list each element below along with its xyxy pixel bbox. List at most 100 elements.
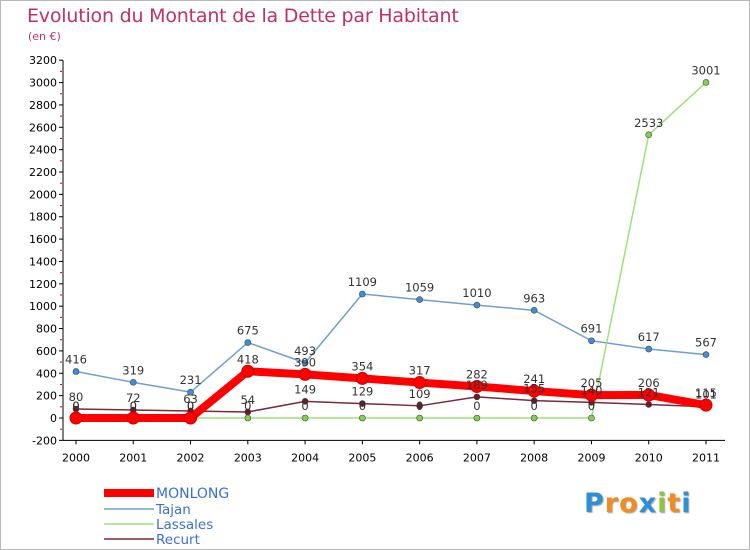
data-label: 0	[531, 399, 538, 413]
chart-title: Evolution du Montant de la Dette par Hab…	[27, 5, 459, 27]
data-label: 0	[187, 399, 194, 413]
data-label: 206	[638, 376, 660, 390]
data-label: 354	[351, 359, 373, 373]
data-label: 390	[294, 355, 316, 369]
data-point	[69, 411, 83, 425]
legend-item: Recurt	[104, 532, 200, 548]
data-point	[359, 290, 366, 298]
x-tick-label: 2001	[119, 451, 147, 464]
data-point	[355, 371, 369, 385]
data-label: 140	[580, 383, 602, 397]
x-tick-label: 2003	[234, 451, 262, 464]
data-point	[359, 414, 366, 422]
series-monlong	[69, 364, 713, 425]
logo-letter: t	[667, 488, 682, 519]
data-point	[301, 359, 309, 367]
data-point	[702, 351, 710, 358]
data-label: 493	[294, 344, 316, 358]
x-tick-label: 2004	[291, 451, 319, 464]
data-label: 115	[695, 386, 717, 400]
data-point	[413, 376, 427, 390]
data-point	[645, 131, 653, 139]
data-point	[645, 401, 653, 408]
data-point	[298, 367, 312, 381]
data-label: 317	[409, 364, 431, 378]
series-line	[75, 396, 707, 413]
data-point	[702, 79, 710, 86]
data-point	[416, 414, 423, 422]
data-point	[527, 384, 541, 398]
data-label: 121	[638, 385, 660, 399]
data-label: 0	[588, 399, 595, 413]
x-tick-label: 2009	[577, 451, 605, 464]
logo-letter: o	[619, 488, 639, 519]
series-layer	[69, 79, 713, 425]
data-point	[588, 414, 595, 422]
data-point	[416, 296, 423, 303]
data-point	[126, 411, 140, 425]
logo-letter: i	[681, 488, 692, 519]
data-label: 155	[523, 382, 545, 396]
legend-item: Lassales	[104, 517, 213, 533]
data-label: 0	[244, 399, 251, 413]
y-tick-label: 3000	[29, 77, 57, 90]
data-label: 416	[65, 352, 87, 366]
legend-label: Lassales	[156, 517, 213, 533]
x-tick-label: 2006	[406, 451, 434, 464]
y-tick-label: 400	[36, 367, 57, 380]
data-point	[187, 388, 194, 396]
data-label: 189	[466, 378, 488, 392]
unit-label: (en €)	[28, 30, 61, 43]
data-label: 0	[72, 399, 79, 413]
data-point	[588, 337, 595, 345]
data-label: 0	[187, 399, 194, 413]
data-label: 0	[130, 399, 137, 413]
data-label: 418	[237, 352, 259, 366]
proxiti-logo: Proxiti	[584, 488, 692, 519]
data-label: 0	[72, 399, 79, 413]
y-tick-label: -200	[32, 434, 57, 447]
y-tick-label: 2600	[29, 121, 57, 134]
data-point	[184, 411, 198, 425]
data-label: 149	[294, 382, 316, 396]
data-label: 0	[473, 399, 480, 413]
data-point	[244, 414, 252, 422]
data-point	[530, 397, 538, 404]
x-tick-label: 2002	[177, 451, 205, 464]
data-label: 63	[183, 392, 198, 406]
logo-letter: i	[657, 488, 668, 519]
legend-item: MONLONG	[104, 486, 229, 502]
data-point	[530, 414, 538, 422]
data-label: 231	[180, 373, 202, 387]
data-label: 0	[301, 399, 308, 413]
data-point	[473, 301, 481, 309]
legend-label: Recurt	[156, 532, 200, 548]
legend-item: Tajan	[104, 502, 191, 518]
data-label: 567	[695, 336, 717, 350]
x-tick-label: 2000	[62, 451, 90, 464]
data-label: 241	[523, 372, 545, 386]
data-label: 72	[126, 391, 141, 405]
data-point	[241, 364, 255, 378]
data-label: 319	[122, 363, 144, 377]
data-label: 80	[69, 390, 84, 404]
data-label: 3001	[691, 63, 720, 77]
data-point	[470, 379, 484, 393]
data-label: 109	[409, 387, 431, 401]
y-tick-label: 3200	[29, 54, 57, 67]
y-tick-label: 2800	[29, 99, 57, 112]
x-tick-label: 2008	[520, 451, 548, 464]
y-tick-label: 2200	[29, 166, 57, 179]
data-point	[244, 408, 252, 416]
series-line	[75, 293, 707, 393]
data-point	[473, 414, 481, 422]
legend-label: Tajan	[155, 502, 191, 518]
series-tajan	[72, 290, 710, 396]
data-point	[244, 339, 252, 346]
data-point	[642, 388, 656, 402]
y-tick-label: 800	[36, 323, 57, 336]
axes: -200020040060080010001200140016001800200…	[29, 54, 725, 464]
